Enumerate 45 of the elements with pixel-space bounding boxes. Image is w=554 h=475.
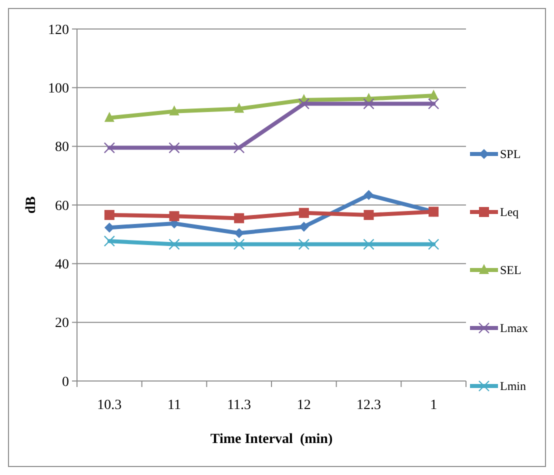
point xyxy=(234,213,244,224)
y-tick-label: 100 xyxy=(48,82,69,97)
y-axis-title: dB xyxy=(24,196,39,214)
point xyxy=(104,235,116,247)
legend-label: Lmax xyxy=(500,321,528,336)
point xyxy=(104,112,114,122)
point xyxy=(168,142,180,154)
point xyxy=(234,228,244,238)
x-tick-label: 11.3 xyxy=(227,398,252,413)
point xyxy=(428,238,440,250)
x-tick-label: 10.3 xyxy=(97,398,122,413)
legend-label: SPL xyxy=(500,147,521,162)
point xyxy=(298,238,310,250)
y-tick-label: 60 xyxy=(55,198,69,214)
y-tick-label: 0 xyxy=(62,374,69,390)
legend-label: Leq xyxy=(500,205,519,220)
point xyxy=(104,142,116,154)
y-tick-label: 20 xyxy=(55,316,69,332)
point xyxy=(168,238,180,250)
point xyxy=(233,238,245,250)
point xyxy=(364,210,374,220)
x-tick-label: 11 xyxy=(168,398,181,413)
point xyxy=(428,90,439,100)
point xyxy=(428,98,440,110)
y-tick-label: 40 xyxy=(55,258,69,273)
point xyxy=(363,98,374,110)
point xyxy=(298,98,310,110)
x-tick-label: 12.3 xyxy=(356,398,381,413)
y-tick-label: 80 xyxy=(55,140,69,156)
point xyxy=(169,211,180,222)
x-axis-title: Time Interval (min) xyxy=(210,432,333,447)
x-tick-label: 1 xyxy=(430,398,438,413)
point xyxy=(298,208,309,218)
x-tick-label: 12 xyxy=(296,398,311,413)
point xyxy=(169,105,180,116)
point xyxy=(234,102,244,113)
point xyxy=(363,238,374,250)
y-tick-label: 120 xyxy=(48,22,69,38)
point xyxy=(233,142,245,154)
legend-label: Lmin xyxy=(500,379,526,394)
point xyxy=(104,222,114,233)
point xyxy=(364,190,374,200)
point xyxy=(298,222,309,232)
legend-label: SEL xyxy=(500,263,522,278)
point xyxy=(104,210,114,220)
